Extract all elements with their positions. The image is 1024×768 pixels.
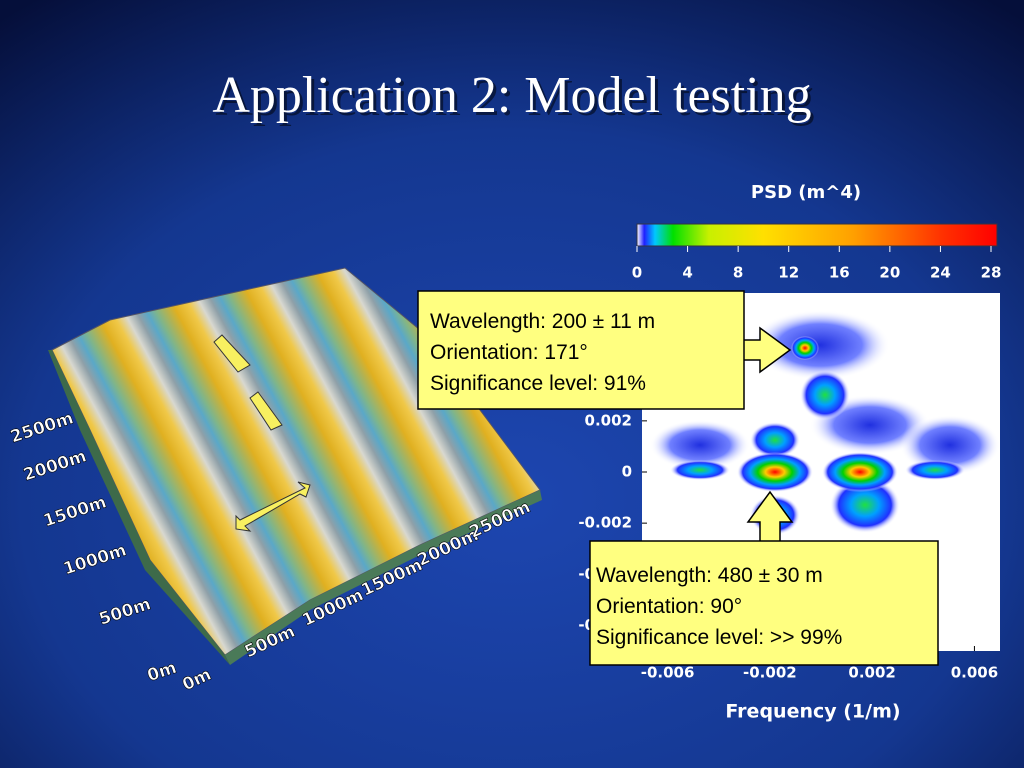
x-axis-label: Frequency (1/m) [725,701,900,723]
x-tick-label: 0.002 [848,664,895,682]
callout-line: Significance level: >> 99% [596,626,842,649]
callout-line: Orientation: 90° [596,595,742,618]
colorbar-label: PSD (m^4) [751,182,861,203]
colorbar-tick-label: 28 [981,264,1002,282]
colorbar-tick-label: 16 [829,264,850,282]
callout-line: Significance level: 91% [430,372,646,395]
colorbar-tick-label: 24 [930,264,951,282]
x-tick-label: -0.002 [743,664,797,682]
colorbar-tick-label: 4 [682,264,692,282]
x-tick-label: -0.006 [641,664,695,682]
colorbar-tick-label: 8 [733,264,743,282]
colorbar-tick-label: 0 [632,264,642,282]
slide-title: Application 2: Model testing [212,67,811,124]
callout-line: Wavelength: 480 ± 30 m [596,564,823,587]
callout-line: Orientation: 171° [430,341,588,364]
y-tick-label: 0.002 [585,411,632,429]
colorbar-tick-label: 20 [879,264,900,282]
y-tick-label: 0 [622,463,632,481]
spectrum-field [650,310,1000,535]
y-tick-label: -0.002 [578,514,632,532]
colorbar [636,223,998,247]
title-shadow: Application 2: Model testing [215,70,814,127]
x-tick-label: 0.006 [951,664,998,682]
callout-line: Wavelength: 200 ± 11 m [430,310,655,333]
callout-2: Wavelength: 480 ± 30 m Orientation: 90° … [589,490,939,666]
colorbar-tick-label: 12 [778,264,799,282]
callout-1: Wavelength: 200 ± 11 m Orientation: 171°… [417,290,792,410]
